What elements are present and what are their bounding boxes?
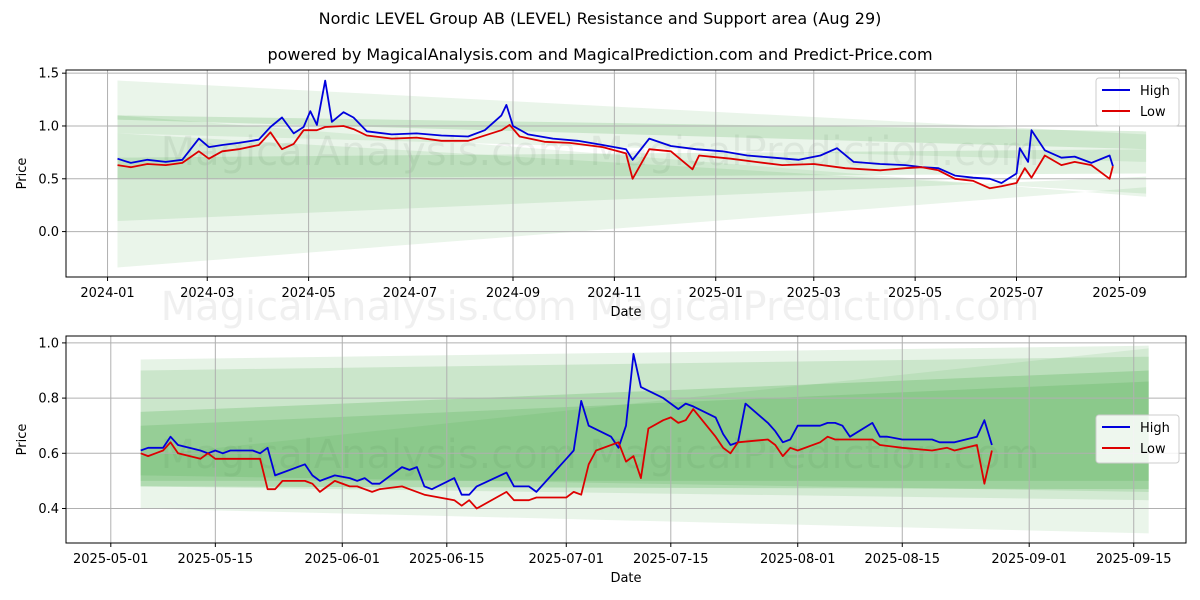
x-tick-label: 2025-05 bbox=[888, 286, 942, 301]
x-tick-label: 2024-11 bbox=[587, 286, 641, 301]
x-tick-label: 2025-08-15 bbox=[864, 552, 940, 567]
y-tick-label: 0.6 bbox=[38, 447, 59, 462]
y-tick-label: 0.5 bbox=[38, 172, 59, 187]
series-line-low bbox=[117, 124, 1114, 190]
band-3 bbox=[140, 356, 1149, 492]
watermark-layer: MagicalAnalysis.com MagicalPrediction.co… bbox=[161, 129, 1040, 478]
x-tick-label: 2025-07-15 bbox=[633, 552, 709, 567]
series-line-high bbox=[117, 79, 1114, 184]
x-tick-label: 2025-07 bbox=[989, 286, 1043, 301]
chart-title: Nordic LEVEL Group AB (LEVEL) Resistance… bbox=[318, 9, 882, 28]
x-tick-label: 2025-09 bbox=[1092, 286, 1146, 301]
y-tick-label: 0.0 bbox=[38, 225, 59, 240]
chart-subtitle: powered by MagicalAnalysis.com and Magic… bbox=[267, 45, 933, 64]
x-tick-label: 2025-05-01 bbox=[73, 552, 149, 567]
band-2 bbox=[140, 345, 1149, 501]
plot-frame bbox=[65, 69, 1187, 278]
legend-label: High bbox=[1140, 84, 1170, 99]
x-tick-label: 2025-05-15 bbox=[178, 552, 254, 567]
x-tick-label: 2024-03 bbox=[180, 286, 234, 301]
series-line-high bbox=[140, 353, 993, 496]
x-tick-label: 2025-08-01 bbox=[760, 552, 836, 567]
legend-label: Low bbox=[1140, 442, 1166, 457]
x-tick-label: 2025-09-01 bbox=[991, 552, 1067, 567]
x-tick-label: 2025-06-15 bbox=[409, 552, 485, 567]
series-line-low bbox=[140, 408, 993, 510]
x-tick-label: 2025-03 bbox=[787, 286, 841, 301]
band-3 bbox=[117, 115, 1147, 268]
x-tick-label: 2024-05 bbox=[281, 286, 335, 301]
y-axis-label: Price bbox=[15, 424, 30, 456]
x-axis-label: Date bbox=[610, 571, 641, 586]
x-axis-label: Date bbox=[610, 305, 641, 320]
watermark-text: MagicalAnalysis.com MagicalPrediction.co… bbox=[161, 284, 1040, 330]
x-tick-label: 2024-01 bbox=[80, 286, 134, 301]
top-chart: 2024-01 2024-03 2024-05 2024-07 2024-09 2024-… bbox=[15, 67, 1187, 320]
plot-frame bbox=[65, 335, 1187, 544]
legend-label: Low bbox=[1140, 105, 1166, 120]
y-tick-label: 0.8 bbox=[38, 392, 59, 407]
y-tick-label: 1.0 bbox=[38, 119, 59, 134]
band-5 bbox=[117, 149, 1147, 179]
band-2 bbox=[117, 115, 1147, 150]
band-4 bbox=[140, 370, 1149, 490]
y-tick-label: 0.4 bbox=[38, 502, 59, 517]
watermark-text: MagicalAnalysis.com MagicalPrediction.co… bbox=[161, 129, 1040, 175]
y-axis-label: Price bbox=[15, 158, 30, 190]
x-tick-label: 2025-01 bbox=[689, 286, 743, 301]
bottom-chart: 2025-05-01 2025-05-15 2025-06-01 2025-06-15… bbox=[15, 335, 1187, 586]
watermark-text: MagicalAnalysis.com MagicalPrediction.co… bbox=[161, 432, 1040, 478]
y-tick-label: 1.0 bbox=[38, 336, 59, 351]
x-tick-label: 2024-09 bbox=[486, 286, 540, 301]
x-tick-label: 2025-06-01 bbox=[304, 552, 380, 567]
y-tick-label: 1.5 bbox=[38, 67, 59, 82]
band-4 bbox=[117, 80, 1147, 162]
x-tick-label: 2025-09-15 bbox=[1096, 552, 1172, 567]
legend-label: High bbox=[1140, 421, 1170, 436]
x-tick-label: 2025-07-01 bbox=[528, 552, 604, 567]
x-tick-label: 2024-07 bbox=[383, 286, 437, 301]
band-5 bbox=[140, 381, 1149, 481]
